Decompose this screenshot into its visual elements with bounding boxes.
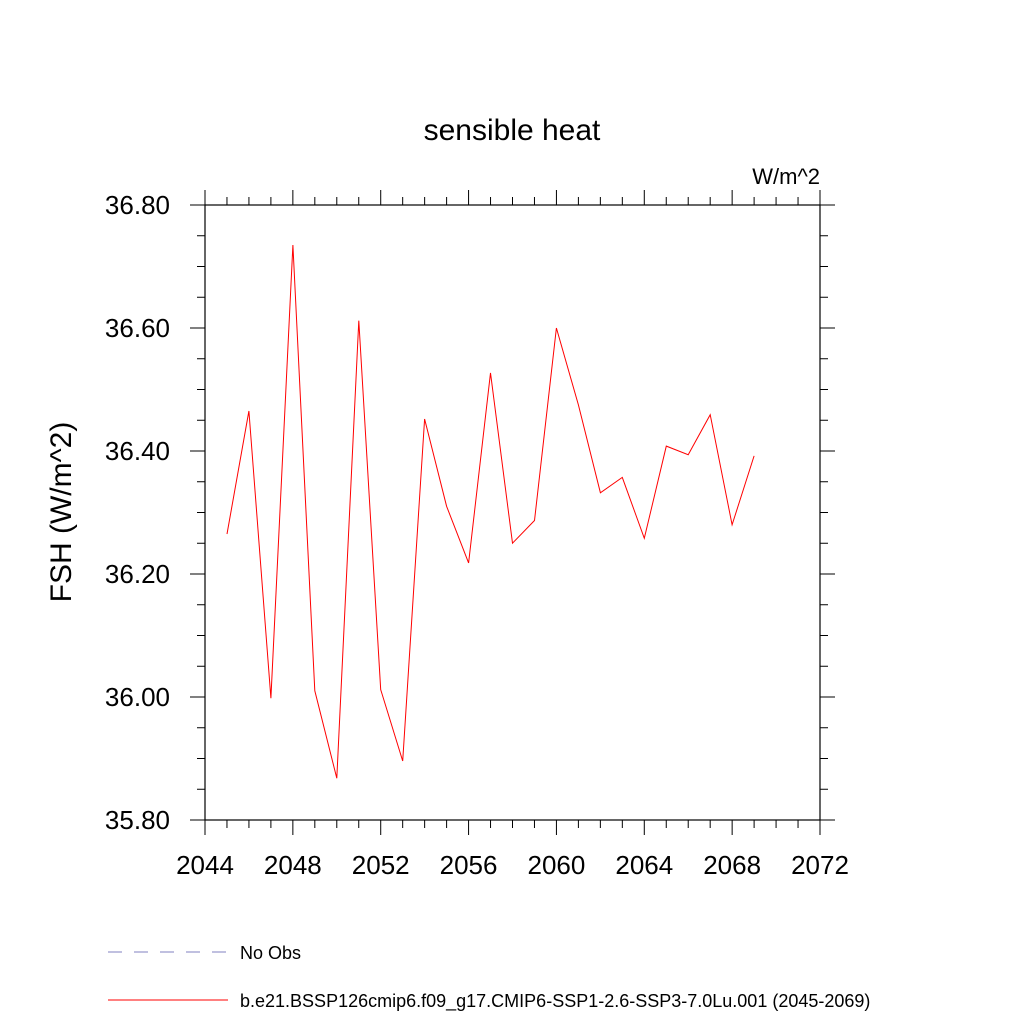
x-tick-label: 2052	[352, 850, 410, 880]
chart-title: sensible heat	[424, 114, 601, 147]
x-tick-label: 2048	[264, 850, 322, 880]
y-tick-labels: 35.80 36.00 36.20 36.40 36.60 36.80	[105, 190, 170, 835]
legend-label: No Obs	[240, 943, 301, 963]
x-tick-label: 2056	[440, 850, 498, 880]
units-label: W/m^2	[752, 164, 820, 189]
plot-frame	[204, 204, 821, 821]
y-tick-label: 36.20	[105, 559, 170, 589]
y-tick-label: 36.60	[105, 313, 170, 343]
y-tick-label: 36.40	[105, 436, 170, 466]
x-tick-label: 2060	[528, 850, 586, 880]
y-tick-label: 35.80	[105, 805, 170, 835]
x-tick-label: 2044	[176, 850, 234, 880]
x-tick-label: 2064	[615, 850, 673, 880]
legend-label: b.e21.BSSP126cmip6.f09_g17.CMIP6-SSP1-2.…	[240, 991, 870, 1012]
legend: No Obs b.e21.BSSP126cmip6.f09_g17.CMIP6-S…	[108, 943, 870, 1012]
y-axis-label: FSH (W/m^2)	[45, 422, 78, 603]
series-line	[226, 244, 755, 779]
series-layer	[226, 244, 755, 779]
x-tick-label: 2072	[791, 850, 849, 880]
y-tick-label: 36.00	[105, 682, 170, 712]
x-tick-label: 2068	[703, 850, 761, 880]
y-tick-label: 36.80	[105, 190, 170, 220]
x-tick-labels: 2044 2048 2052 2056 2060 2064 2068 2072	[176, 850, 849, 880]
axis-ticks	[190, 190, 835, 835]
